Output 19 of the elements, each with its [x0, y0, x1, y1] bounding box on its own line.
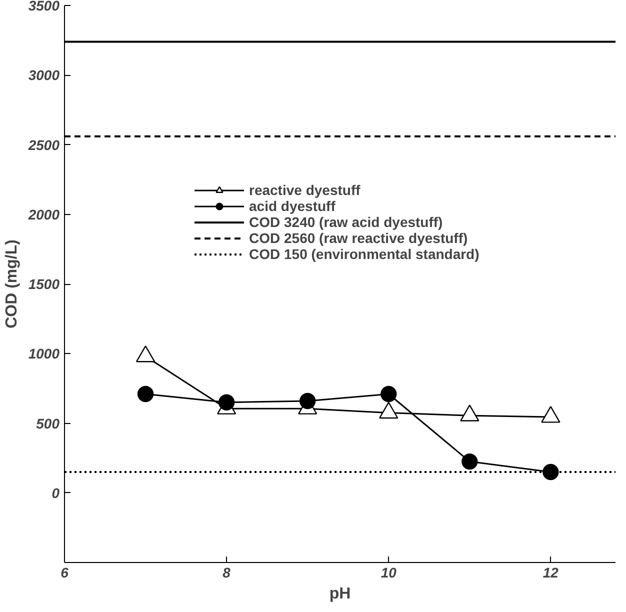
legend-label: reactive dyestuff [249, 182, 360, 198]
y-tick-label: 1000 [28, 346, 60, 362]
legend-label: acid dyestuff [249, 198, 336, 214]
x-tick-label: 6 [60, 564, 69, 580]
y-tick-label: 3500 [28, 0, 60, 14]
x-axis-title: pH [329, 586, 351, 602]
x-tick-label: 10 [380, 564, 397, 580]
x-tick-label: 8 [222, 564, 231, 580]
legend-label: COD 3240 (raw acid dyestuff) [249, 214, 443, 230]
y-tick-label: 0 [52, 484, 60, 501]
y-tick-label: 2500 [27, 136, 60, 153]
y-tick-label: 500 [36, 415, 60, 432]
y-tick-label: 1500 [28, 276, 60, 292]
legend-label: COD 2560 (raw reactive dyestuff) [249, 230, 468, 246]
y-tick-label: 2000 [27, 206, 60, 222]
y-tick-label: 3000 [28, 67, 60, 84]
x-tick-label: 12 [542, 564, 559, 580]
legend-label: COD 150 (environmental standard) [249, 246, 480, 262]
y-axis-title: COD (mg/L) [3, 240, 20, 328]
